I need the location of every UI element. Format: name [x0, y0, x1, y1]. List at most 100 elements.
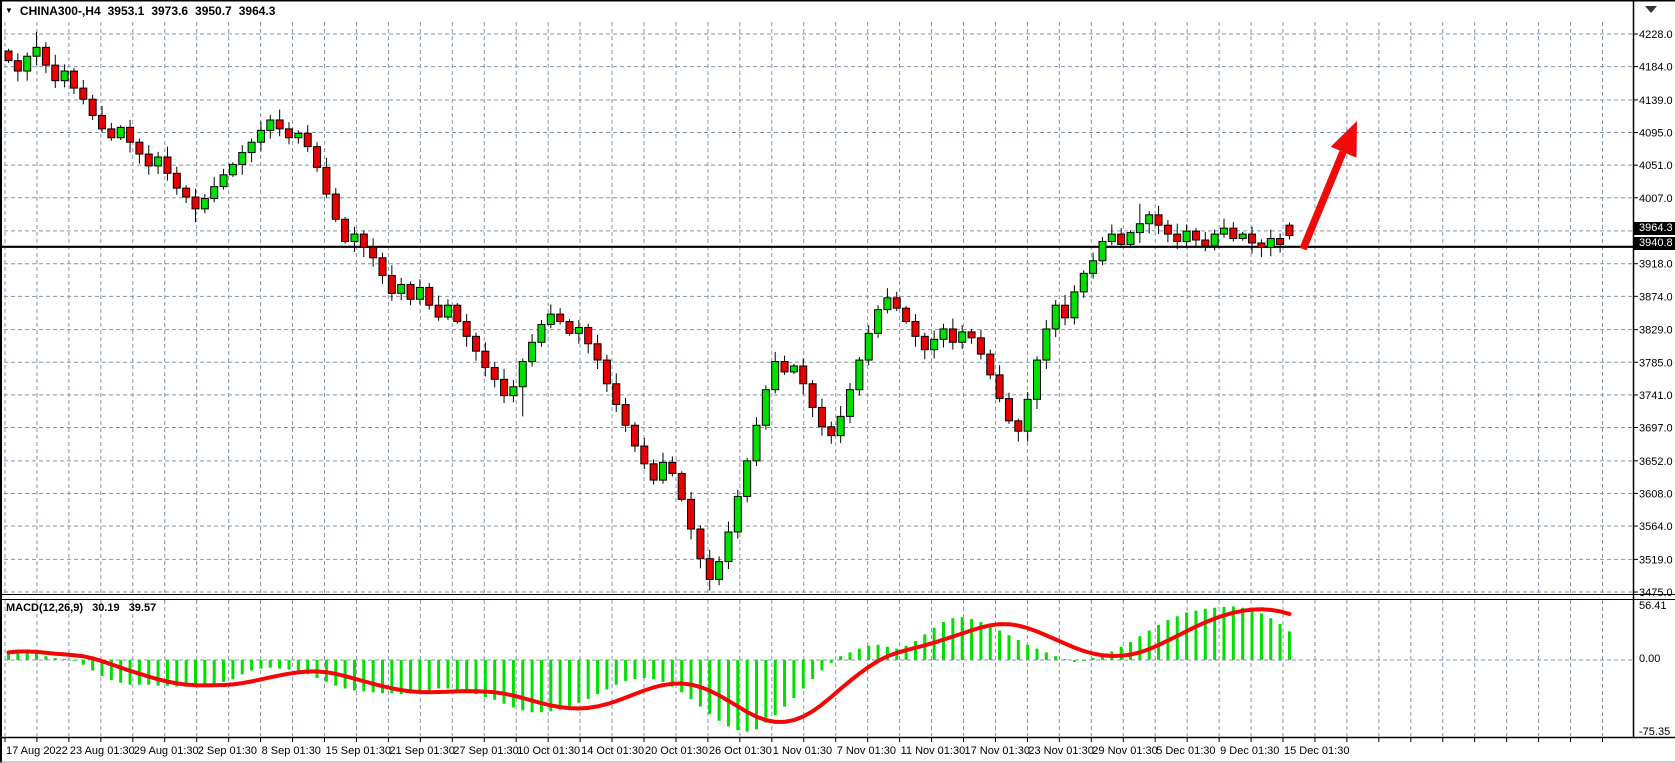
candlestick — [341, 218, 350, 242]
candlestick — [1163, 224, 1172, 235]
macd-main-value: 30.19 — [92, 602, 120, 614]
macd-signal-value: 39.57 — [128, 602, 157, 614]
candlestick — [359, 233, 368, 248]
candlestick — [509, 386, 518, 397]
candlestick — [32, 46, 41, 57]
candlestick — [116, 126, 125, 139]
macd-indicator-label: MACD(12,26,9) 30.19 39.57 — [6, 602, 162, 614]
candlestick — [1042, 328, 1051, 361]
candlestick — [1089, 260, 1098, 274]
candlestick — [23, 55, 32, 72]
candlestick — [537, 323, 546, 343]
candlestick — [303, 132, 312, 148]
candlestick — [1220, 227, 1228, 235]
candlestick — [1238, 233, 1247, 240]
candlestick — [855, 359, 864, 391]
current-price-box: 3964.3 — [1634, 222, 1675, 235]
symbol-dropdown-icon[interactable]: ▼ — [5, 5, 13, 15]
time-axis-label: 11 Nov 01:30 — [901, 745, 966, 757]
chart-shift-marker-icon[interactable] — [1645, 6, 1657, 13]
candlestick — [126, 126, 135, 143]
candlestick — [1201, 239, 1210, 247]
candlestick — [911, 321, 920, 337]
candlestick — [827, 426, 836, 437]
time-axis-label: 10 Oct 01:30 — [517, 745, 580, 757]
candlestick — [518, 361, 527, 388]
candlestick — [1023, 398, 1032, 432]
time-axis-label: 9 Dec 01:30 — [1220, 745, 1279, 757]
candlestick — [154, 156, 163, 167]
chart-title-row: ▼ CHINA300-,H4 3953.1 3973.6 3950.7 3964… — [5, 4, 275, 18]
candlestick — [659, 461, 667, 481]
time-axis-label: 17 Aug 2022 — [6, 745, 68, 757]
candlestick — [1107, 233, 1116, 242]
candlestick — [995, 374, 1004, 400]
price-tick-label: 3741.0 — [1639, 390, 1673, 402]
candlestick — [1070, 291, 1079, 319]
candlestick — [88, 98, 97, 117]
candlestick — [51, 64, 60, 82]
time-axis-label: 8 Sep 01:30 — [262, 745, 321, 757]
candlestick — [313, 146, 322, 168]
candlestick — [425, 286, 434, 306]
candlestick — [1098, 240, 1107, 262]
price-tick-label: 4095.0 — [1639, 128, 1673, 140]
candlestick — [256, 129, 265, 143]
support-line-price-box: 3940.8 — [1634, 237, 1675, 250]
candlestick — [228, 163, 237, 176]
candlestick — [1285, 224, 1294, 237]
candlestick — [920, 335, 929, 351]
time-axis-label: 26 Oct 01:30 — [709, 745, 772, 757]
candlestick — [761, 389, 770, 426]
price-tick-label: 3652.0 — [1639, 456, 1673, 468]
candlestick — [630, 424, 639, 447]
candlestick — [200, 198, 209, 210]
price-tick-label: 4139.0 — [1639, 95, 1673, 107]
candlestick — [107, 128, 116, 139]
candlestick — [752, 424, 761, 462]
candlestick — [584, 326, 593, 345]
time-axis-label: 20 Oct 01:30 — [645, 745, 708, 757]
candlestick — [771, 361, 780, 391]
candlestick — [976, 337, 985, 355]
time-axis-label: 15 Dec 01:30 — [1284, 745, 1349, 757]
price-tick-label: 4007.0 — [1639, 193, 1673, 205]
candlestick — [1276, 238, 1285, 245]
trend-arrow-shaft[interactable] — [1299, 150, 1347, 251]
candlestick — [98, 115, 106, 130]
candlestick — [780, 361, 789, 373]
candlestick — [453, 304, 462, 323]
candlestick — [210, 186, 219, 200]
candlestick — [1033, 359, 1041, 400]
candlestick — [817, 406, 826, 428]
ohlc-close: 3964.3 — [238, 4, 276, 18]
candlestick — [219, 174, 228, 188]
candlestick — [238, 152, 247, 165]
candlestick — [1004, 398, 1013, 422]
macd-signal-line — [6, 607, 1292, 724]
macd-axis-max: 56.41 — [1639, 600, 1667, 612]
time-axis-label: 23 Nov 01:30 — [1028, 745, 1093, 757]
candlestick — [481, 350, 490, 368]
candlestick — [930, 338, 939, 351]
candlestick — [172, 172, 181, 189]
price-tick-label: 3918.0 — [1639, 259, 1673, 271]
candlestick — [1061, 304, 1070, 319]
candlestick — [528, 341, 537, 363]
price-tick-label: 3785.0 — [1639, 357, 1673, 369]
candlestick — [696, 528, 705, 560]
candlestick — [1248, 233, 1257, 244]
candlestick — [294, 132, 303, 139]
candlestick — [948, 328, 957, 343]
candlestick — [397, 283, 406, 294]
candlestick — [593, 343, 602, 361]
candlestick — [602, 359, 611, 385]
candlestick — [958, 331, 967, 343]
candlestick — [1117, 233, 1126, 245]
macd-axis-min: -75.35 — [1639, 726, 1671, 738]
candlestick — [1210, 233, 1219, 247]
trend-arrow-head-icon[interactable] — [1330, 121, 1357, 158]
candlestick — [1126, 232, 1135, 245]
